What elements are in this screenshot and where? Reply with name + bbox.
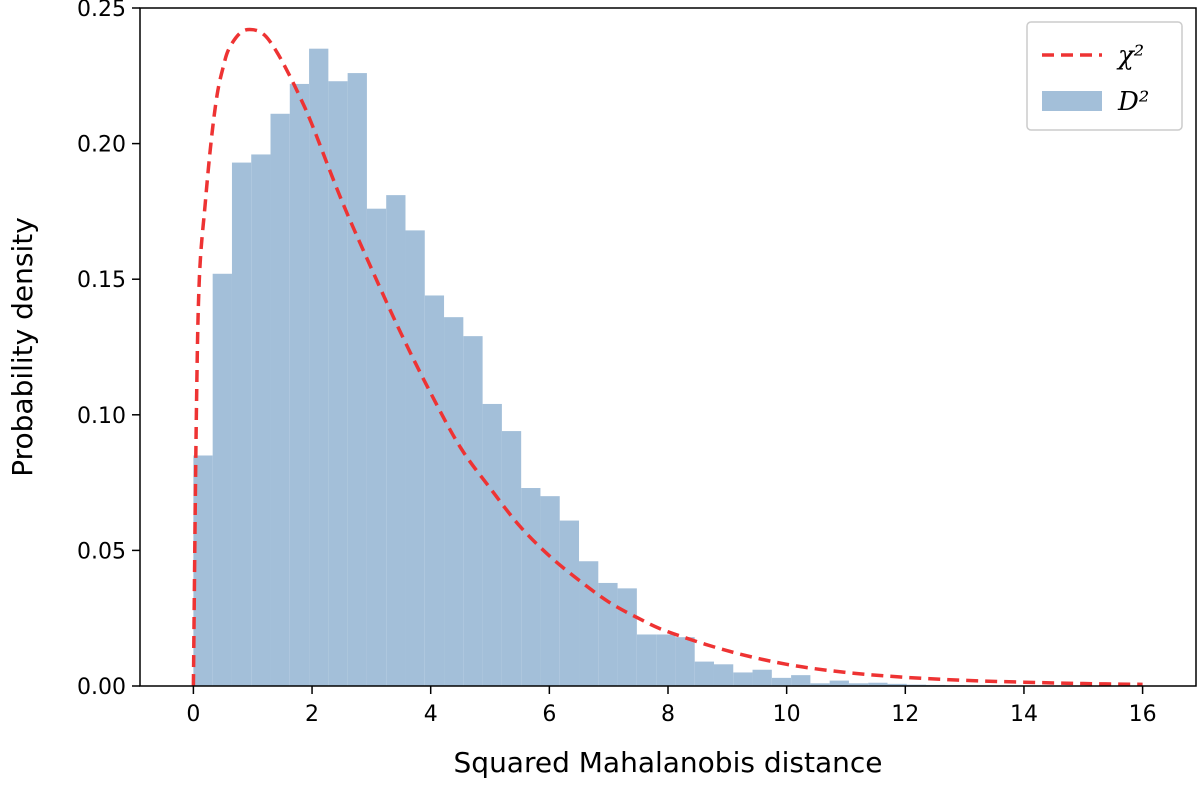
histogram-bar [887, 683, 907, 686]
y-tick-label: 0.10 [77, 404, 126, 429]
x-axis-label: Squared Mahalanobis distance [454, 746, 883, 779]
histogram-bar [636, 634, 657, 686]
histogram-bar [289, 83, 310, 687]
legend-label-chi-squared: χ² [1116, 41, 1144, 71]
histogram-bar [386, 195, 406, 687]
histogram-bar [829, 680, 849, 686]
x-tick-label: 8 [661, 702, 675, 727]
histogram-bar [559, 520, 580, 686]
x-tick-label: 6 [542, 702, 556, 727]
y-tick-label: 0.15 [77, 268, 126, 293]
legend-label-d-squared: D² [1117, 87, 1149, 117]
histogram-bar [752, 669, 772, 686]
legend-swatch-d-squared [1042, 91, 1102, 111]
histogram-bar [598, 582, 618, 686]
histogram-bar [713, 664, 734, 686]
histogram-bar [540, 496, 560, 686]
x-tick-label: 14 [1010, 702, 1038, 727]
x-tick-label: 0 [186, 702, 200, 727]
histogram-bar [366, 208, 387, 687]
histogram-bar [270, 113, 290, 686]
x-tick-label: 4 [424, 702, 438, 727]
histogram-bar [579, 561, 599, 686]
histogram-bar [694, 661, 714, 686]
x-axis-ticks: 0 2 4 6 8 10 12 14 16 [186, 686, 1157, 727]
histogram-bar [656, 634, 676, 686]
legend-box [1026, 21, 1183, 131]
y-tick-label: 0.00 [77, 675, 126, 700]
y-axis-ticks: 0.00 0.05 0.10 0.15 0.20 0.25 [77, 0, 140, 700]
histogram-bar [328, 81, 348, 686]
x-tick-label: 2 [305, 702, 319, 727]
histogram-bar [482, 403, 502, 686]
histogram-bar [521, 488, 541, 686]
histogram-bar [733, 672, 753, 686]
histogram-bar [444, 317, 464, 686]
x-tick-label: 12 [891, 702, 919, 727]
y-tick-label: 0.05 [77, 539, 126, 564]
x-tick-label: 16 [1129, 702, 1157, 727]
histogram-bar [231, 162, 252, 687]
histogram-bar [868, 682, 888, 686]
histogram-bar [347, 73, 367, 686]
histogram-bars [193, 48, 1023, 687]
legend: χ² D² [1026, 21, 1183, 131]
histogram-bar [848, 683, 869, 686]
histogram-bar [810, 683, 830, 686]
histogram-bar [791, 675, 811, 686]
histogram-bar [675, 637, 695, 686]
histogram-bar [212, 273, 232, 686]
histogram-bar [771, 677, 792, 686]
y-tick-label: 0.25 [77, 0, 126, 22]
chi-squared-curve [191, 27, 1143, 687]
histogram-bar [405, 230, 425, 686]
x-tick-label: 10 [773, 702, 801, 727]
y-axis-label: Probability density [6, 217, 39, 477]
histogram-bar [617, 588, 637, 686]
histogram-bar [501, 431, 522, 686]
histogram-bar [463, 336, 483, 686]
y-tick-label: 0.20 [77, 133, 126, 158]
histogram-bar [251, 154, 271, 686]
histogram-bar [424, 295, 445, 686]
histogram-bar [309, 48, 329, 687]
histogram-bar [193, 455, 213, 686]
